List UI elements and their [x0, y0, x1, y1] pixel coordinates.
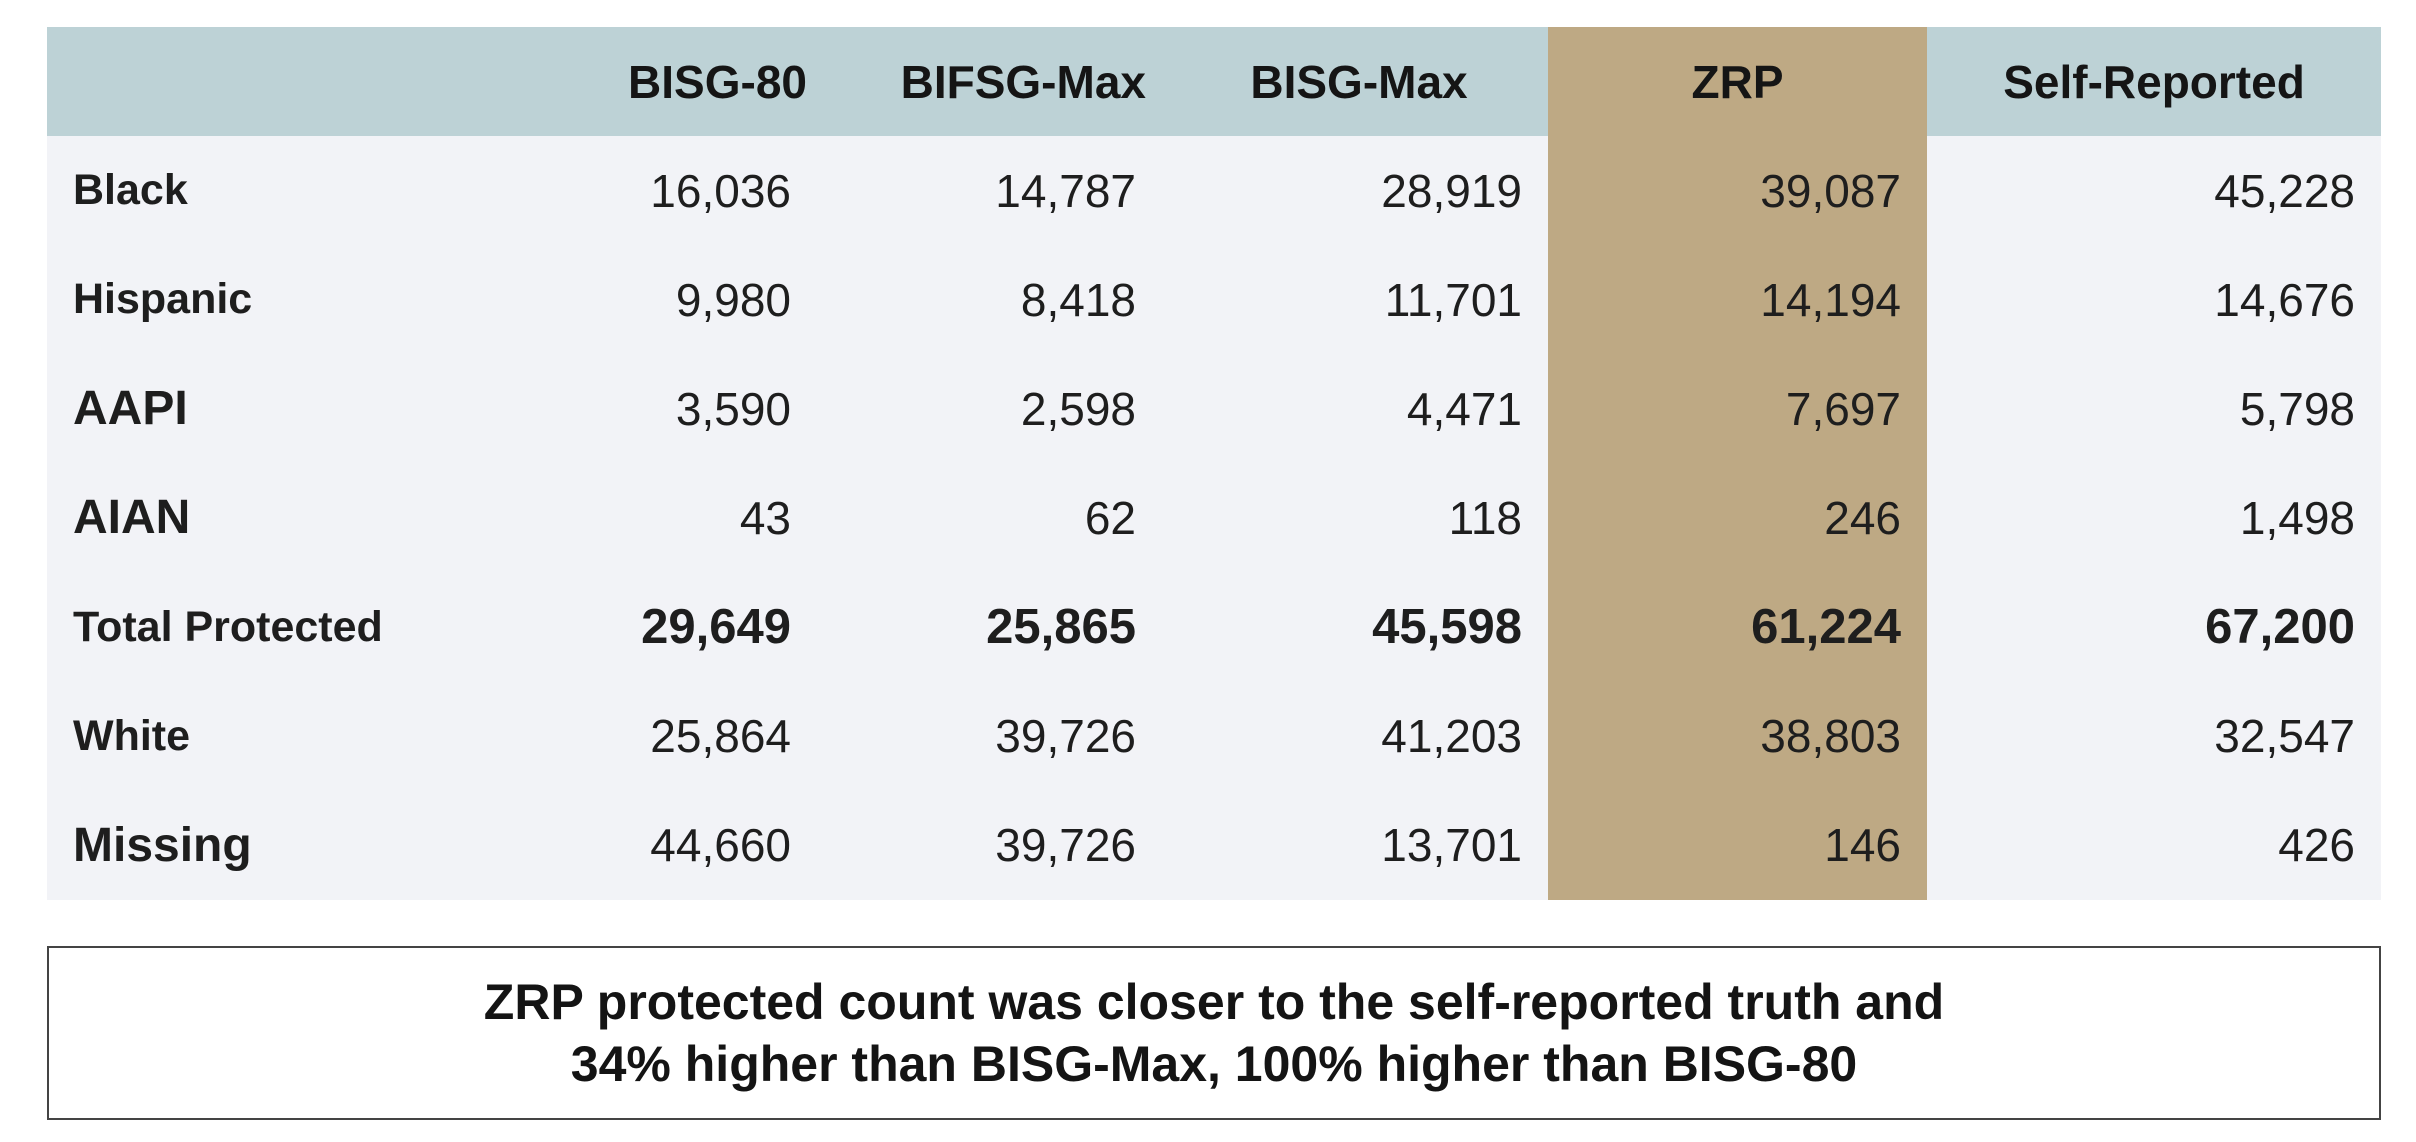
table-row-black: Black 16,036 14,787 28,919 39,087 45,228 [47, 136, 2381, 245]
cell-bisg-80: 9,980 [675, 273, 791, 326]
cell-bisg-max: 45,598 [1372, 600, 1522, 655]
cell-self-reported: 1,498 [2239, 491, 2355, 544]
table-row-total-protected: Total Protected 29,649 25,865 45,598 61,… [47, 573, 2381, 682]
zrp-column-highlight [1548, 27, 1927, 900]
row-label: White [73, 711, 191, 760]
cell-bisg-80: 25,864 [650, 710, 791, 763]
cell-bisg-max: 41,203 [1381, 710, 1522, 763]
column-header-label [47, 27, 327, 136]
cell-bifsg-max: 39,726 [995, 710, 1136, 763]
row-label: AAPI [73, 382, 188, 436]
summary-callout-box: ZRP protected count was closer to the se… [47, 946, 2381, 1120]
row-label: Black [73, 166, 188, 215]
cell-bisg-80: 16,036 [650, 164, 791, 217]
cell-self-reported: 426 [2278, 819, 2355, 872]
column-header-bifsg-max: BIFSG-Max [900, 55, 1146, 108]
cell-self-reported: 32,547 [2214, 710, 2355, 763]
cell-bisg-80: 29,649 [641, 600, 791, 655]
cell-bifsg-max: 8,418 [1020, 273, 1136, 326]
cell-bisg-80: 3,590 [675, 382, 791, 435]
cell-bisg-max: 28,919 [1381, 164, 1522, 217]
column-header-zrp: ZRP [1691, 55, 1784, 108]
cell-bifsg-max: 2,598 [1020, 382, 1136, 435]
table-row-white: White 25,864 39,726 41,203 38,803 32,547 [47, 682, 2381, 791]
results-table-panel: BISG-80 BIFSG-Max BISG-Max ZRP Self-Repo… [47, 27, 2381, 900]
cell-self-reported: 67,200 [2205, 600, 2355, 655]
callout-line-1: ZRP protected count was closer to the se… [483, 974, 1945, 1030]
table-header-row: BISG-80 BIFSG-Max BISG-Max ZRP Self-Repo… [47, 27, 2381, 136]
cell-zrp: 14,194 [1760, 273, 1901, 326]
column-header-bisg-max: BISG-Max [1250, 55, 1468, 108]
cell-bisg-max: 13,701 [1381, 819, 1522, 872]
row-label: Total Protected [73, 602, 383, 651]
cell-zrp: 38,803 [1760, 710, 1901, 763]
cell-bifsg-max: 39,726 [995, 819, 1136, 872]
cell-bisg-80: 44,660 [650, 819, 791, 872]
cell-self-reported: 5,798 [2239, 382, 2355, 435]
cell-bisg-max: 4,471 [1406, 382, 1522, 435]
cell-zrp: 7,697 [1785, 382, 1901, 435]
column-header-bisg-80: BISG-80 [628, 55, 807, 108]
column-header-self-reported: Self-Reported [2003, 55, 2305, 108]
row-label: AIAN [73, 491, 191, 545]
cell-bifsg-max: 14,787 [995, 164, 1136, 217]
row-label: Missing [73, 818, 252, 872]
cell-self-reported: 45,228 [2214, 164, 2355, 217]
cell-bisg-max: 118 [1448, 491, 1522, 544]
table-row-hispanic: Hispanic 9,980 8,418 11,701 14,194 14,67… [47, 245, 2381, 354]
race-count-table: BISG-80 BIFSG-Max BISG-Max ZRP Self-Repo… [47, 27, 2381, 900]
cell-bisg-80: 43 [739, 491, 791, 544]
table-row-aian: AIAN 43 62 118 246 1,498 [47, 463, 2381, 572]
table-row-aapi: AAPI 3,590 2,598 4,471 7,697 5,798 [47, 354, 2381, 463]
cell-self-reported: 14,676 [2214, 273, 2355, 326]
cell-zrp: 39,087 [1760, 164, 1901, 217]
cell-zrp: 61,224 [1751, 600, 1901, 655]
cell-zrp: 246 [1824, 491, 1901, 544]
table-row-missing: Missing 44,660 39,726 13,701 146 426 [47, 791, 2381, 900]
cell-bisg-max: 11,701 [1384, 273, 1522, 326]
table-header-band [47, 27, 2381, 136]
cell-bifsg-max: 25,865 [986, 600, 1136, 655]
row-label: Hispanic [73, 275, 253, 324]
callout-line-2: 34% higher than BISG-Max, 100% higher th… [570, 1036, 1858, 1092]
cell-zrp: 146 [1824, 819, 1901, 872]
cell-bifsg-max: 62 [1084, 491, 1136, 544]
